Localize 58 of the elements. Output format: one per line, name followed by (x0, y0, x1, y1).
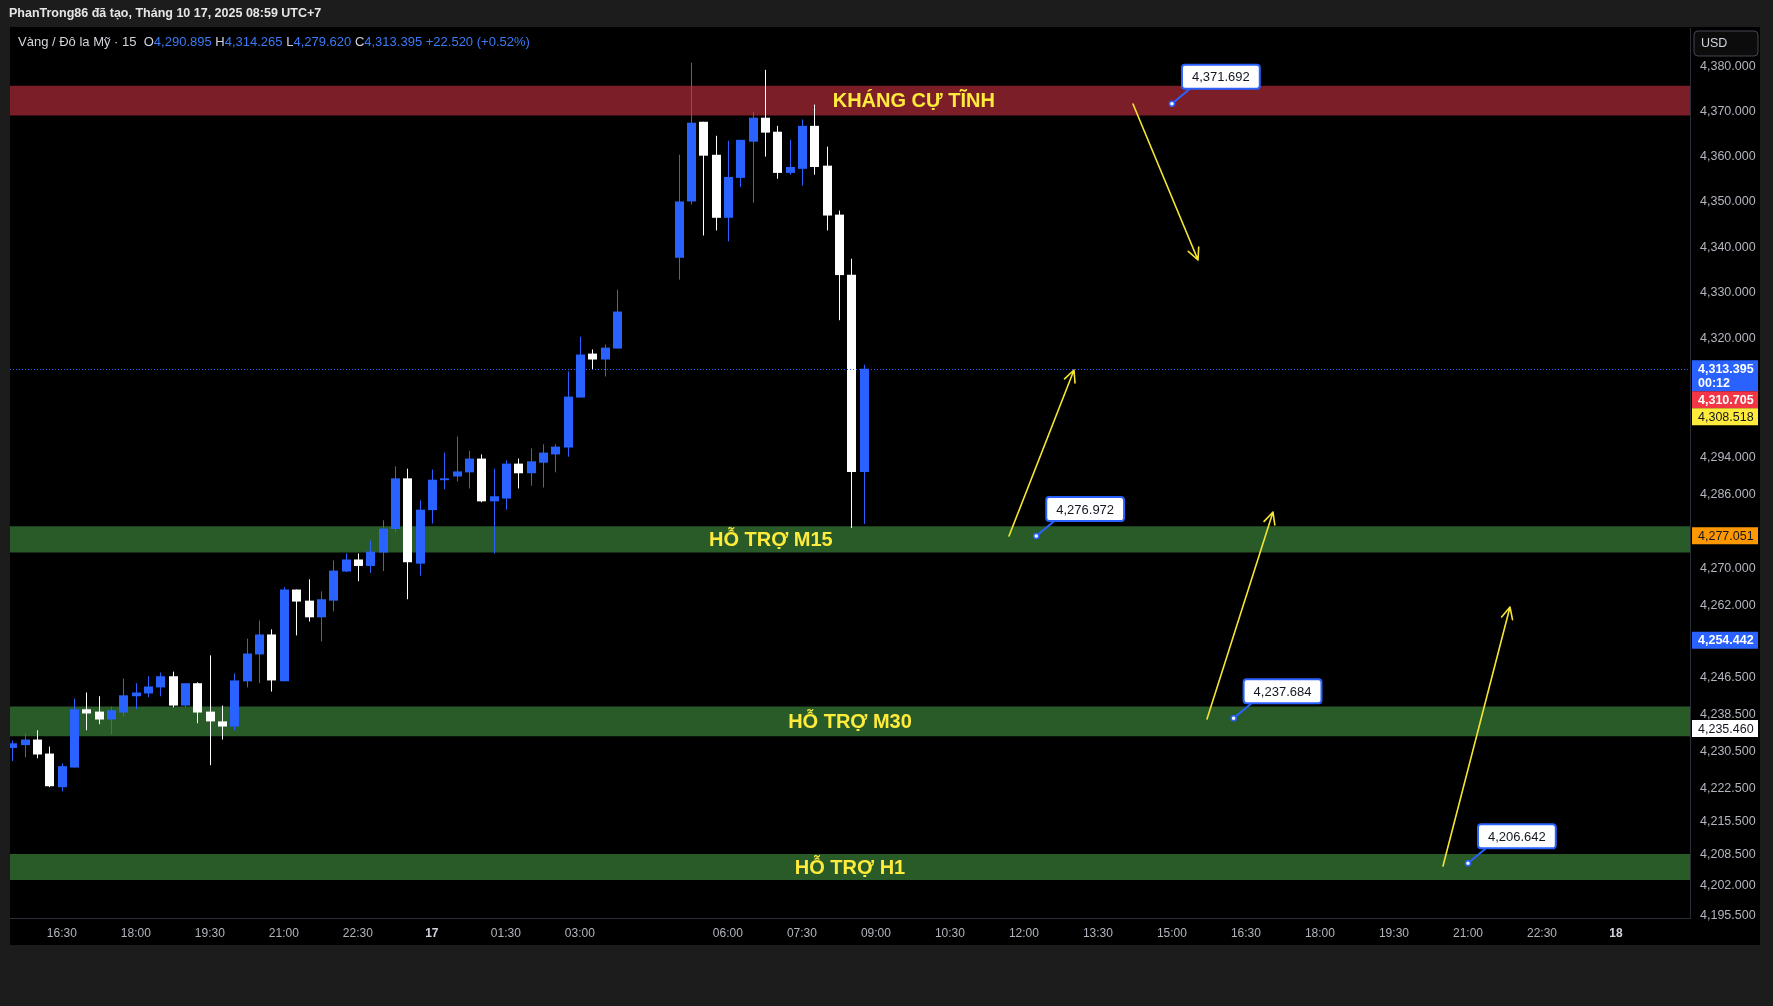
x-tick-label: 19:30 (1378, 925, 1410, 940)
y-tick-label: 4,202.000 (1700, 877, 1756, 892)
x-tick-label: 03:00 (564, 925, 596, 940)
y-tick-label: 4,238.500 (1700, 706, 1756, 721)
y-tick-label: 4,208.500 (1700, 847, 1756, 862)
x-tick-label: 16:30 (46, 925, 78, 940)
y-tick-label: 4,262.000 (1700, 597, 1756, 612)
y-tick-label: 4,320.000 (1700, 330, 1756, 345)
x-tick-label: 07:30 (786, 925, 818, 940)
annotation: 4,237.684 (1253, 683, 1312, 699)
ref-line-label: 4,313.395 00:12 (1698, 361, 1754, 390)
x-tick-label: 10:30 (934, 925, 966, 940)
x-tick-label: 06:00 (712, 925, 744, 940)
y-tick-label: 4,330.000 (1700, 285, 1756, 300)
x-tick-label: 18 (1609, 925, 1623, 940)
text: O4,290.895 H4,314.265 L4,279.620 C4,313.395 +22.520 (+0.52%) (143, 34, 530, 49)
y-tick-label: 4,195.500 (1700, 908, 1756, 923)
x-tick-label: 09:00 (860, 925, 892, 940)
x-tick-label: 15:00 (1156, 925, 1188, 940)
band-label: HỖ TRỢ M15 (708, 526, 833, 550)
x-tick-label: 22:30 (1526, 925, 1558, 940)
annotation: 4,276.972 (1056, 501, 1115, 517)
y-tick-label: 4,246.500 (1700, 669, 1756, 684)
x-tick-label: 18:00 (120, 925, 152, 940)
y-tick-label: 4,222.500 (1700, 781, 1756, 796)
x-tick-label: 21:00 (268, 925, 300, 940)
y-axis-title: USD (1701, 36, 1728, 51)
y-tick-label: 4,340.000 (1700, 239, 1756, 254)
x-tick-label: 22:30 (342, 925, 374, 940)
x-tick-label: 16:30 (1230, 925, 1262, 940)
y-tick-label: 4,360.000 (1700, 149, 1756, 164)
band-label: HỖ TRỢ H1 (794, 854, 906, 878)
text: 4,308.518 (1698, 409, 1754, 424)
y-tick-label: 4,215.500 (1700, 814, 1756, 829)
text: 4,310.705 (1698, 392, 1754, 407)
y-tick-label: 4,294.000 (1700, 450, 1756, 465)
annotation: 4,371.692 (1191, 69, 1250, 85)
y-tick-label: 4,350.000 (1700, 194, 1756, 209)
text: Vàng / Đô la Mỹ · 15 (18, 34, 137, 49)
x-tick-label: 13:30 (1082, 925, 1114, 940)
text: 4,235.460 (1698, 721, 1754, 736)
x-tick-label: 19:30 (194, 925, 226, 940)
annotation: 4,206.642 (1487, 828, 1546, 844)
band-label: KHÁNG CỰ TĨNH (832, 89, 995, 112)
x-tick-label: 01:30 (490, 925, 522, 940)
y-tick-label: 4,370.000 (1700, 103, 1756, 118)
x-tick-label: 17 (425, 925, 439, 940)
band-label: HỖ TRỢ M30 (788, 708, 912, 732)
text: PhanTrong86 đã tạo, Tháng 10 17, 2025 08:59 UTC+7 (9, 6, 322, 20)
y-tick-label: 4,270.000 (1700, 560, 1756, 575)
x-tick-label: 18:00 (1304, 925, 1336, 940)
x-tick-label: 12:00 (1008, 925, 1040, 940)
x-tick-label: 21:00 (1452, 925, 1484, 940)
y-tick-label: 4,286.000 (1700, 486, 1756, 501)
y-tick-label: 4,230.500 (1700, 744, 1756, 759)
text: 4,277.051 (1698, 528, 1754, 543)
y-tick-label: 4,380.000 (1700, 58, 1756, 73)
text: 4,254.442 (1698, 633, 1754, 648)
